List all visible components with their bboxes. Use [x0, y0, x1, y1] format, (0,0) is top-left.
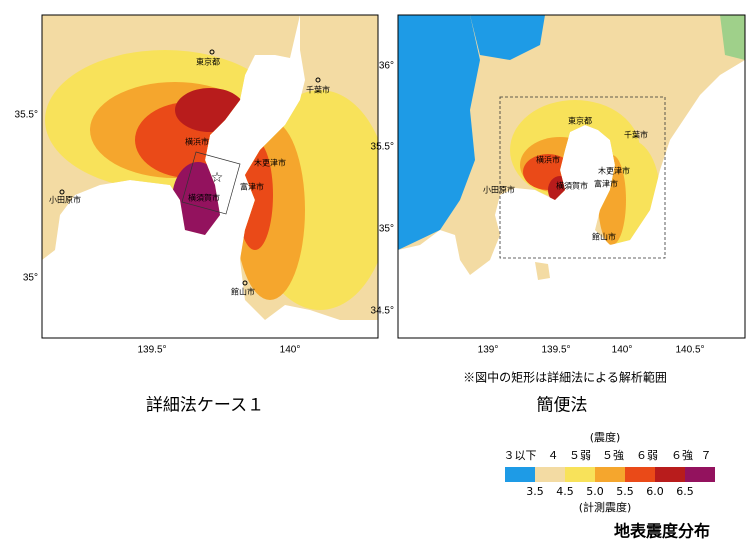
frame	[397, 14, 746, 339]
epicenter: ☆	[211, 170, 224, 186]
cities: 東京都 千葉市 横浜市 木更津市 富津市 横須賀市 小田原市 館山市	[49, 49, 330, 297]
analysis-area	[499, 96, 666, 259]
city-label: 横須賀市	[556, 181, 588, 191]
footer-title: 地表震度分布	[614, 522, 710, 541]
city-label: 小田原市	[483, 185, 515, 195]
frame	[41, 14, 379, 339]
legend-title: (震度)	[590, 430, 621, 444]
city-label: 横浜市	[536, 155, 560, 165]
lon-label: 140.5°	[675, 345, 704, 356]
city-label: 小田原市	[49, 195, 81, 205]
city-label: 横須賀市	[188, 193, 220, 203]
city-label: 館山市	[231, 287, 255, 297]
legend-class-label: ７	[701, 449, 712, 462]
lat-label: 35.5°	[15, 110, 38, 121]
city-label: 横浜市	[185, 137, 209, 147]
legend-axis-title: (計測震度)	[579, 500, 632, 514]
city-label: 木更津市	[598, 166, 630, 176]
lon-label: 139.5°	[541, 345, 570, 356]
lat-label: 35°	[23, 273, 38, 284]
city-label: 東京都	[568, 116, 592, 126]
legend-swatch	[685, 467, 715, 482]
city-label: 館山市	[592, 232, 616, 242]
note: ※図中の矩形は詳細法による解析範囲	[463, 370, 667, 385]
legend-boundary-label: 5.5	[616, 485, 634, 498]
city-label: 富津市	[240, 182, 264, 192]
city-label: 富津市	[594, 179, 618, 189]
city-label: 木更津市	[254, 158, 286, 168]
city-label: 東京都	[196, 57, 220, 67]
legend-class-label: ３以下	[504, 449, 537, 462]
map-left: ☆ 35.5° 35° 139.5° 140° 東京都 千葉市 横浜市 木更津市…	[15, 14, 379, 416]
legend-class-label: ５強	[602, 449, 624, 462]
map-right: 36° 35.5° 35° 34.5° 139° 139.5° 140° 140…	[371, 14, 746, 416]
fault-box	[181, 151, 241, 215]
legend-class-label: ６弱	[636, 449, 658, 462]
lon-label: 140°	[280, 345, 301, 356]
legend-swatch	[535, 467, 565, 482]
legend-boundary-label: 6.0	[646, 485, 664, 498]
legend-boundary-label: 5.0	[586, 485, 604, 498]
lat-label: 35°	[379, 224, 394, 235]
lon-label: 140°	[612, 345, 633, 356]
legend-class-label: ４	[548, 449, 559, 462]
city-label: 千葉市	[306, 85, 330, 95]
lat-label: 34.5°	[371, 306, 394, 317]
ticks: 36° 35.5° 35° 34.5° 139° 139.5° 140° 140…	[371, 61, 705, 356]
legend-boundary-label: 3.5	[526, 485, 544, 498]
legend-swatch	[505, 467, 535, 482]
legend-swatch	[625, 467, 655, 482]
legend-class-label: ５弱	[569, 449, 591, 462]
legend-swatch	[655, 467, 685, 482]
lon-label: 139.5°	[137, 345, 166, 356]
legend-swatch	[565, 467, 595, 482]
ticks: 35.5° 35° 139.5° 140°	[15, 110, 301, 356]
cities: 東京都 千葉市 横浜市 木更津市 富津市 横須賀市 小田原市 館山市	[483, 116, 648, 242]
lon-label: 139°	[478, 345, 499, 356]
legend-class-label: ６強	[671, 449, 693, 462]
caption: 簡便法	[537, 396, 588, 416]
legend: (震度) (計測震度) ３以下 ４ ５弱 ５強 ６弱 ６強 ７ 3.5 4.5 5.0 5.5 6.0…	[504, 430, 715, 514]
lat-label: 35.5°	[371, 142, 394, 153]
caption: 詳細法ケース１	[146, 396, 264, 416]
lat-label: 36°	[379, 61, 394, 72]
legend-swatch	[595, 467, 625, 482]
legend-boundary-label: 4.5	[556, 485, 574, 498]
legend-boundary-label: 6.5	[676, 485, 694, 498]
city-label: 千葉市	[624, 130, 648, 140]
